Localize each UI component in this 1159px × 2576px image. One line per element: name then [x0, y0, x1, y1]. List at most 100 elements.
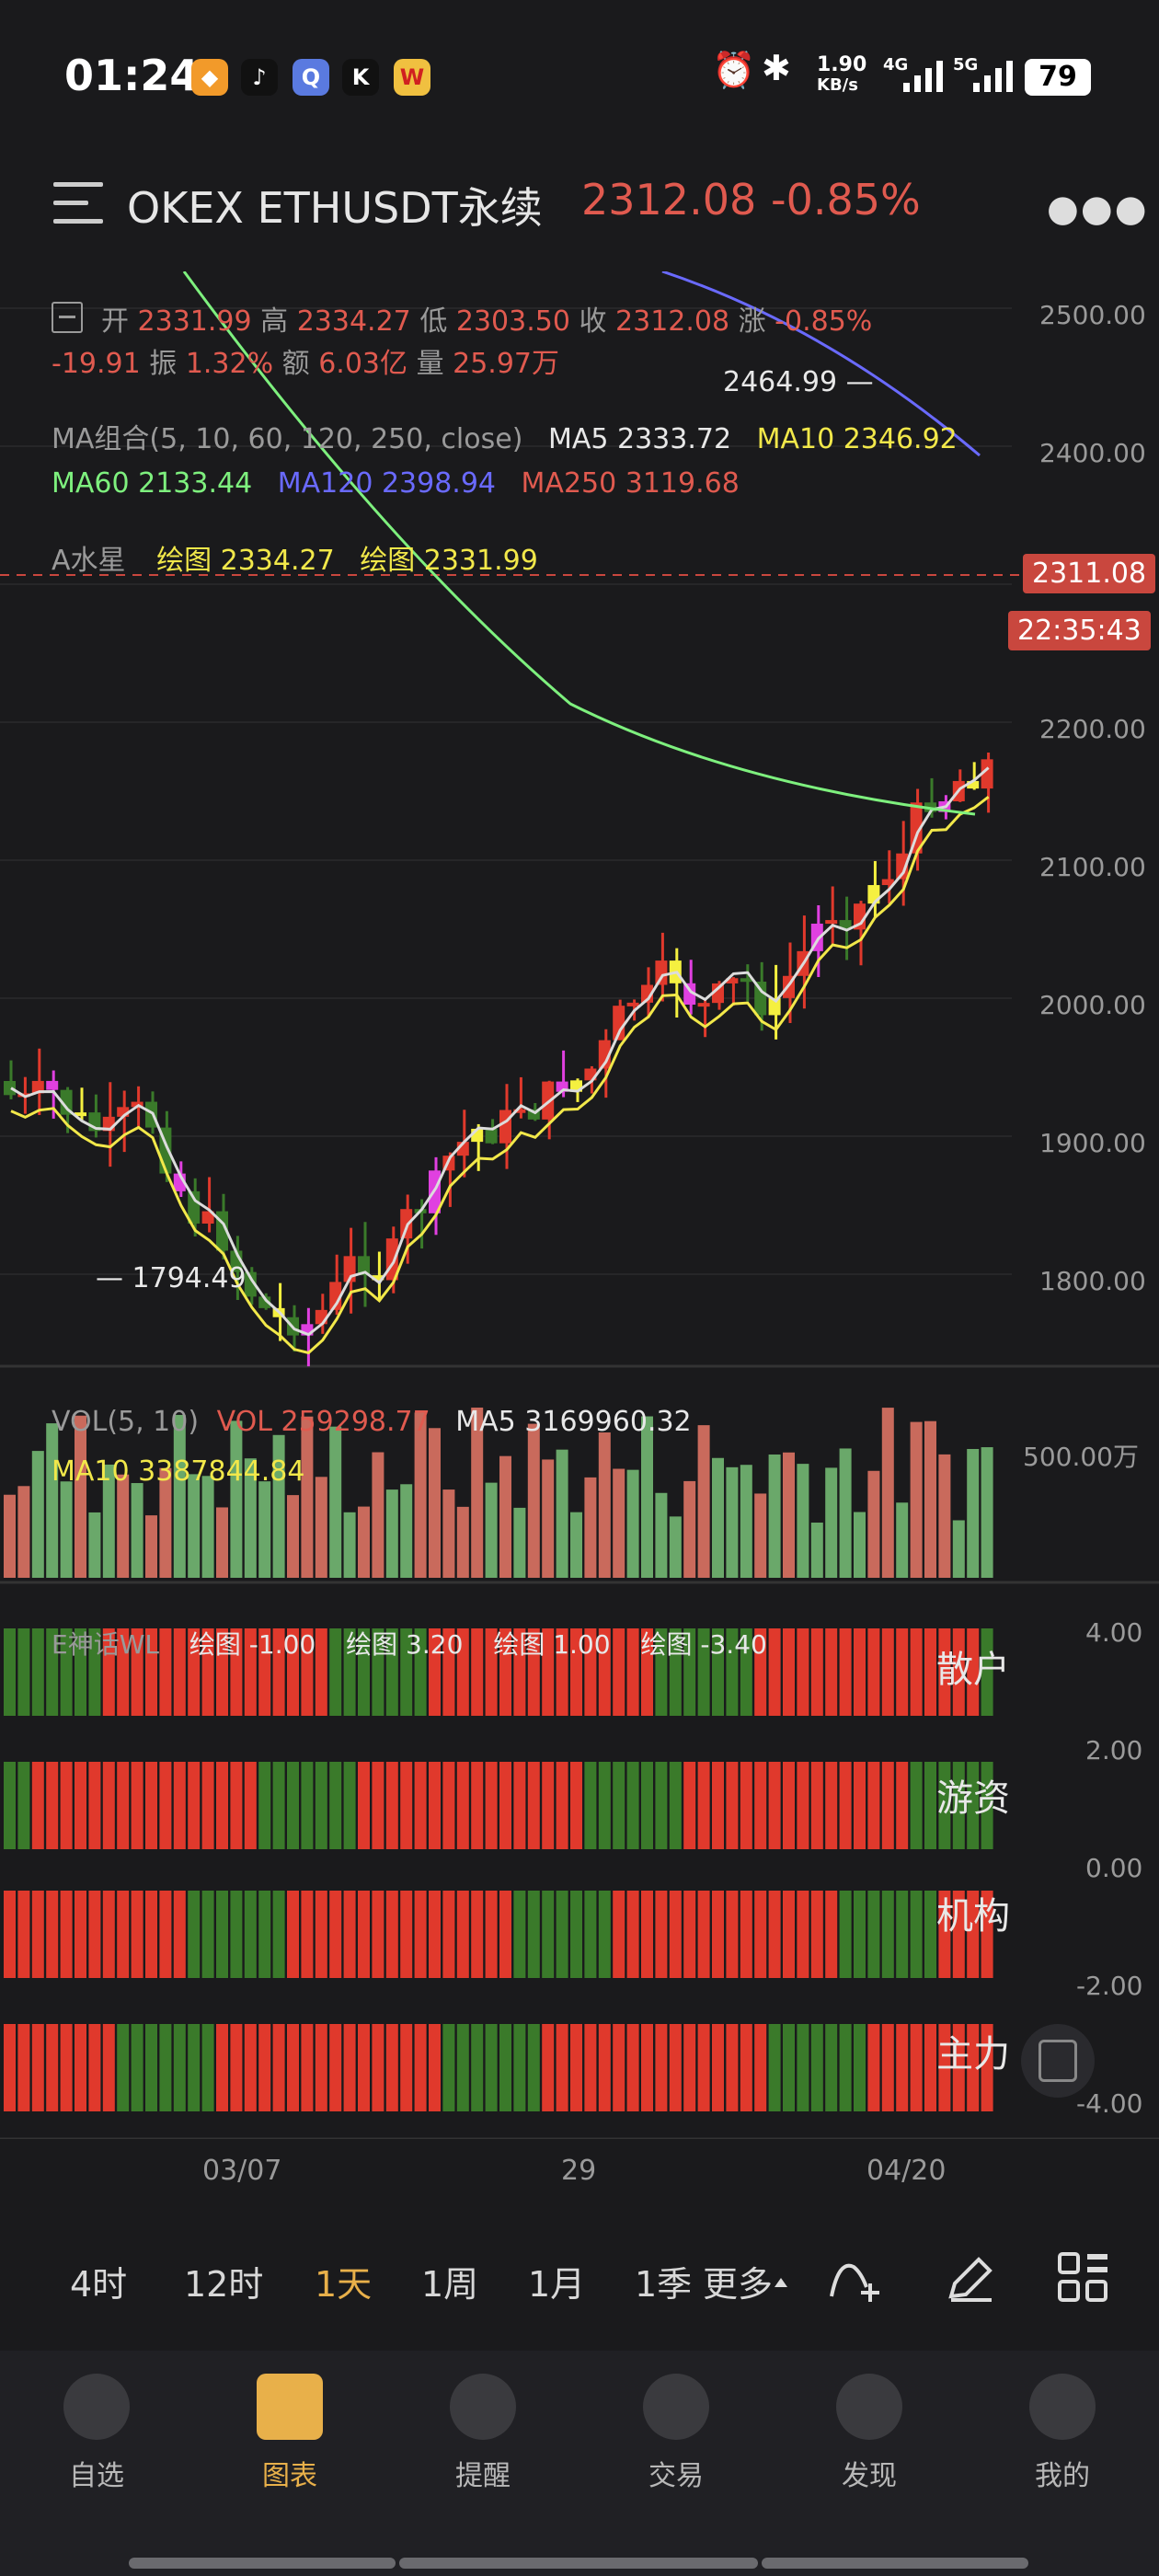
volume-bar — [485, 1482, 498, 1578]
candle-body — [598, 1040, 611, 1069]
wl-bar — [216, 1762, 228, 1849]
candle-body — [201, 1211, 214, 1224]
nav-profile[interactable]: 我的 — [993, 2374, 1131, 2493]
gesture-bar[interactable] — [399, 2558, 758, 2569]
nav-discover[interactable]: 发现 — [800, 2374, 938, 2493]
candle-body — [712, 983, 724, 1004]
nav-trade[interactable]: 交易 — [607, 2374, 745, 2493]
gesture-bar[interactable] — [762, 2558, 1028, 2569]
floating-switch-button[interactable] — [1021, 2024, 1095, 2098]
wl-bar — [188, 2024, 201, 2111]
volume-bar — [216, 1507, 228, 1578]
tab-1q[interactable]: 1季 — [635, 2264, 693, 2305]
volume-bar — [258, 1481, 271, 1578]
wl-bar — [726, 1891, 739, 1978]
wl-bar — [938, 2024, 951, 2111]
vol-ma5-value: MA5 3169960.32 — [455, 1406, 692, 1438]
wl-bar — [839, 2024, 852, 2111]
volume-bar — [655, 1492, 668, 1578]
wl-bar — [173, 1628, 186, 1716]
wl-bar — [952, 2024, 965, 2111]
nav-chart[interactable]: 图表 — [221, 2374, 359, 2493]
wl-bar — [712, 1628, 724, 1716]
wl-bar — [542, 1762, 555, 1849]
tab-1m[interactable]: 1月 — [528, 2264, 586, 2305]
symbol-title[interactable]: OKEX ETHUSDT永续 — [127, 183, 543, 233]
volume-bar — [46, 1423, 59, 1578]
ma5-value: MA5 2333.72 — [547, 423, 732, 455]
wl-bar — [201, 2024, 214, 2111]
wl-bar — [46, 2024, 59, 2111]
diff-value: -19.91 — [52, 348, 141, 380]
volume-bar — [881, 1408, 894, 1578]
candle-body — [655, 960, 668, 985]
candle-body — [754, 982, 767, 1016]
wl-bar — [542, 1891, 555, 1978]
ohlc-row: 开 2331.99 高 2334.27 低 2303.50 收 2312.08 … — [101, 298, 872, 339]
wl-axis-label: -2.00 — [1076, 1971, 1143, 2001]
tab-4h[interactable]: 4时 — [70, 2264, 128, 2305]
status-time: 01:24 — [64, 51, 200, 100]
tab-12h[interactable]: 12时 — [184, 2264, 264, 2305]
wl-bar — [343, 1762, 356, 1849]
candle-body — [527, 1109, 540, 1120]
wl-bar — [117, 1762, 130, 1849]
menu-icon[interactable] — [53, 182, 103, 224]
change-value: -0.85% — [775, 305, 873, 338]
wl-bar — [981, 2024, 993, 2111]
wl-bar — [145, 2024, 157, 2111]
collapse-icon[interactable] — [52, 302, 83, 333]
wl-bar — [527, 1628, 540, 1716]
wl-bar — [513, 1891, 526, 1978]
wl-row-label-retail: 散户 — [936, 1649, 1010, 1691]
wl-bar — [626, 1891, 639, 1978]
wl-bar — [613, 1891, 625, 1978]
wl-bar — [613, 1628, 625, 1716]
volume-bar — [527, 1423, 540, 1578]
volume-bar — [429, 1428, 441, 1578]
volume-bar — [854, 1512, 866, 1578]
volume-bar — [329, 1426, 342, 1578]
wl-bar — [414, 1628, 427, 1716]
wl-bar — [825, 2024, 838, 2111]
wl-bar — [867, 1762, 880, 1849]
wl-bar — [697, 2024, 710, 2111]
wl-bar — [102, 1628, 115, 1716]
low-label: 低 — [419, 305, 448, 338]
wl-bar — [272, 1762, 285, 1849]
wl-row: E神话WL 绘图 -1.00 绘图 3.20 绘图 1.00 绘图 -3.40 — [52, 1625, 767, 1662]
wl-bar — [669, 1762, 682, 1849]
tab-more[interactable]: 更多 — [703, 2264, 774, 2305]
more-options-icon[interactable]: ●●● — [1047, 188, 1149, 230]
candle-body — [60, 1089, 73, 1115]
wl-bar — [244, 2024, 257, 2111]
amplitude-label: 振 — [149, 348, 178, 380]
wl-bar — [414, 1891, 427, 1978]
tab-1d[interactable]: 1天 — [315, 2264, 373, 2305]
grid-layout-icon[interactable] — [1056, 2250, 1111, 2306]
nav-alerts[interactable]: 提醒 — [414, 2374, 552, 2493]
wl-bar — [329, 1628, 342, 1716]
candle-body — [768, 997, 781, 1016]
signal-icon — [903, 61, 943, 92]
tab-1w[interactable]: 1周 — [421, 2264, 479, 2305]
gesture-bar[interactable] — [129, 2558, 396, 2569]
wl-bar — [527, 2024, 540, 2111]
volume-bar — [768, 1454, 781, 1578]
nav-watchlist[interactable]: 自选 — [28, 2374, 166, 2493]
pencil-icon[interactable] — [942, 2250, 997, 2306]
indicator-add-icon[interactable] — [826, 2250, 881, 2306]
wl-bar — [159, 1628, 172, 1716]
wl-bar — [400, 1628, 413, 1716]
low-annotation-value: 1794.49 — [132, 1262, 247, 1294]
wl-bar — [740, 2024, 752, 2111]
candle-body — [825, 920, 838, 925]
wl-bar — [669, 1628, 682, 1716]
wl-bar — [159, 1762, 172, 1849]
wl-bar — [4, 1762, 16, 1849]
wl-bar — [343, 2024, 356, 2111]
volume-bar — [584, 1477, 597, 1578]
wl-bar — [385, 1628, 398, 1716]
high-value: 2334.27 — [296, 305, 411, 338]
candlestick-chart[interactable] — [0, 271, 1159, 2139]
